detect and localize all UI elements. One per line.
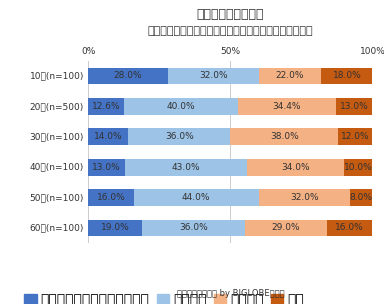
- Bar: [338, 128, 372, 145]
- Bar: [247, 159, 344, 176]
- Bar: [259, 189, 350, 206]
- Bar: [88, 189, 134, 206]
- Bar: [350, 189, 372, 206]
- Text: 14.0%: 14.0%: [94, 132, 122, 141]
- Bar: [88, 98, 124, 115]
- Text: 10.0%: 10.0%: [344, 163, 372, 172]
- Text: 29.0%: 29.0%: [271, 223, 300, 233]
- Bar: [327, 220, 372, 237]
- Bar: [88, 159, 125, 176]
- Bar: [230, 128, 338, 145]
- Bar: [238, 98, 336, 115]
- Bar: [336, 98, 372, 115]
- Text: 40代(n=100): 40代(n=100): [30, 163, 84, 172]
- Text: 13.0%: 13.0%: [339, 102, 368, 111]
- Text: 28.0%: 28.0%: [114, 71, 142, 81]
- Bar: [124, 98, 238, 115]
- Bar: [321, 68, 372, 85]
- Text: 43.0%: 43.0%: [172, 163, 201, 172]
- Bar: [259, 68, 321, 85]
- Text: 16.0%: 16.0%: [335, 223, 364, 233]
- Text: 18.0%: 18.0%: [333, 71, 361, 81]
- Bar: [134, 189, 259, 206]
- Bar: [142, 220, 245, 237]
- Bar: [168, 68, 259, 85]
- Bar: [344, 159, 372, 176]
- Text: ［老後不安をなくすため高齢者ケアを十分に行う社会］: ［老後不安をなくすため高齢者ケアを十分に行う社会］: [147, 26, 313, 36]
- Text: 30代(n=100): 30代(n=100): [30, 132, 84, 141]
- Text: 44.0%: 44.0%: [182, 193, 210, 202]
- Text: 「あしたメディア by BIGLOBE」調べ: 「あしたメディア by BIGLOBE」調べ: [177, 289, 284, 298]
- Bar: [125, 159, 247, 176]
- Bar: [88, 220, 142, 237]
- Bar: [88, 68, 168, 85]
- Text: 36.0%: 36.0%: [179, 223, 208, 233]
- Text: 60代(n=100): 60代(n=100): [30, 223, 84, 233]
- Text: 20代(n=500): 20代(n=500): [30, 102, 84, 111]
- Text: 12.6%: 12.6%: [92, 102, 121, 111]
- Text: 13.0%: 13.0%: [93, 163, 121, 172]
- Text: 8.0%: 8.0%: [349, 193, 372, 202]
- Text: 求める社会の方向性: 求める社会の方向性: [197, 8, 264, 21]
- Text: 38.0%: 38.0%: [270, 132, 299, 141]
- Bar: [88, 128, 128, 145]
- Bar: [245, 220, 327, 237]
- Legend: 自身が求める方向性に：近い, やや近い, やや遠い, 遠い: 自身が求める方向性に：近い, やや近い, やや遠い, 遠い: [18, 288, 310, 304]
- Bar: [128, 128, 230, 145]
- Text: 16.0%: 16.0%: [97, 193, 126, 202]
- Text: 34.0%: 34.0%: [281, 163, 310, 172]
- Text: 12.0%: 12.0%: [341, 132, 370, 141]
- Text: 34.4%: 34.4%: [272, 102, 301, 111]
- Text: 22.0%: 22.0%: [276, 71, 305, 81]
- Text: 32.0%: 32.0%: [290, 193, 319, 202]
- Text: 36.0%: 36.0%: [165, 132, 194, 141]
- Text: 10代(n=100): 10代(n=100): [30, 71, 84, 81]
- Text: 50代(n=100): 50代(n=100): [30, 193, 84, 202]
- Text: 40.0%: 40.0%: [167, 102, 195, 111]
- Text: 19.0%: 19.0%: [101, 223, 130, 233]
- Text: 32.0%: 32.0%: [199, 71, 228, 81]
